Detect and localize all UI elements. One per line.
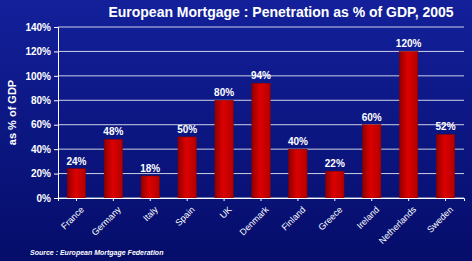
x-tick-label: Sweden	[425, 204, 455, 234]
data-label: 120%	[396, 38, 422, 49]
bar	[215, 100, 233, 198]
y-tick-mark	[54, 100, 58, 101]
y-axis-title: as % of GDP	[6, 80, 18, 145]
data-label: 80%	[214, 87, 234, 98]
x-tick-mark	[224, 198, 225, 201]
x-tick-label: Netherlands	[377, 204, 419, 246]
x-tick: Netherlands	[377, 198, 419, 246]
x-tick-label: Spain	[173, 204, 196, 227]
y-tick-label: 80%	[31, 95, 51, 106]
bar	[363, 125, 381, 198]
data-label: 48%	[103, 126, 123, 137]
x-tick: France	[59, 198, 86, 231]
bar	[399, 51, 417, 198]
x-tick: UK	[218, 198, 234, 220]
data-label: 40%	[288, 136, 308, 147]
data-label: 60%	[362, 112, 382, 123]
x-tick-mark	[334, 198, 335, 201]
x-tick-label: France	[59, 204, 86, 231]
title: European Mortgage : Penetration as % of …	[108, 4, 453, 20]
x-tick-mark	[408, 198, 409, 201]
x-tick: Ireland	[355, 198, 382, 231]
x-tick-label: Greece	[316, 204, 344, 232]
y-axis-line	[54, 28, 59, 199]
bars	[67, 51, 455, 198]
bar	[252, 83, 270, 198]
background	[0, 0, 472, 261]
bar	[104, 139, 122, 198]
plot: 0% 20% 40% 60% 80% 100% 120% 140% FranceGermany I…	[25, 22, 464, 246]
x-tick-label: Denmark	[238, 204, 271, 237]
x-tick-mark	[113, 198, 114, 201]
y-tick: 40%	[31, 144, 58, 155]
data-label: 18%	[140, 163, 160, 174]
y-tick: 140%	[25, 22, 58, 33]
grid-line	[58, 27, 464, 28]
x-tick-label: Finland	[280, 204, 308, 232]
x-tick: Sweden	[425, 198, 455, 235]
x-tick-mark	[371, 198, 372, 201]
y-tick-mark	[54, 125, 58, 126]
data-label: 22%	[325, 158, 345, 169]
y-tick: 20%	[31, 168, 58, 179]
grid	[58, 27, 464, 198]
source-note: Source : European Mortgage Federation	[30, 249, 163, 257]
y-tick-label: 40%	[31, 144, 51, 155]
data-label: 52%	[436, 121, 456, 132]
y-tick-mark	[54, 198, 58, 199]
x-tick-label: Ireland	[355, 204, 382, 231]
y-axis: 0% 20% 40% 60% 80% 100% 120% 140%	[25, 22, 58, 204]
y-tick-mark	[54, 51, 58, 52]
y-tick-mark	[54, 76, 58, 77]
x-tick-mark	[261, 198, 262, 201]
y-tick-label: 0%	[37, 193, 52, 204]
x-tick: Denmark	[238, 198, 271, 237]
y-tick-label: 100%	[25, 71, 51, 82]
x-tick-mark	[297, 198, 298, 201]
bar	[326, 171, 344, 198]
bar	[67, 169, 85, 198]
x-axis-line	[59, 199, 465, 202]
bar	[141, 176, 159, 198]
data-labels: 24% 48% 18% 50% 80% 94% 40% 22% 60% 120% 52%	[66, 38, 455, 174]
x-tick: Germany	[90, 198, 124, 238]
x-tick: Spain	[173, 198, 196, 228]
bar	[436, 134, 454, 198]
x-tick-mark	[187, 198, 188, 201]
x-tick: Italy	[141, 198, 160, 223]
y-tick: 60%	[31, 119, 58, 130]
x-tick: Greece	[316, 198, 344, 232]
bar	[178, 137, 196, 198]
x-tick-label: Germany	[90, 204, 124, 238]
y-tick-label: 140%	[25, 22, 51, 33]
x-tick-mark	[445, 198, 446, 201]
bar	[289, 149, 307, 198]
y-tick-label: 60%	[31, 119, 51, 130]
y-tick-mark	[54, 149, 58, 150]
x-tick-label: UK	[218, 204, 234, 220]
y-tick: 120%	[25, 46, 58, 57]
y-tick: 0%	[37, 193, 58, 204]
y-tick-mark	[54, 27, 58, 28]
y-tick-label: 20%	[31, 168, 51, 179]
x-tick-label: Italy	[141, 204, 160, 223]
y-tick-label: 120%	[25, 46, 51, 57]
y-tick: 100%	[25, 71, 58, 82]
y-tick-mark	[54, 174, 58, 175]
chart: European Mortgage : Penetration as % of …	[0, 0, 472, 261]
x-tick-mark	[76, 198, 77, 201]
x-tick: Finland	[280, 198, 308, 232]
y-tick: 80%	[31, 95, 58, 106]
data-label: 24%	[66, 156, 86, 167]
data-label: 94%	[251, 70, 271, 81]
x-axis: FranceGermany Italy Spain UKDenmark Finland G…	[59, 198, 465, 246]
x-tick-mark	[150, 198, 151, 201]
data-label: 50%	[177, 124, 197, 135]
